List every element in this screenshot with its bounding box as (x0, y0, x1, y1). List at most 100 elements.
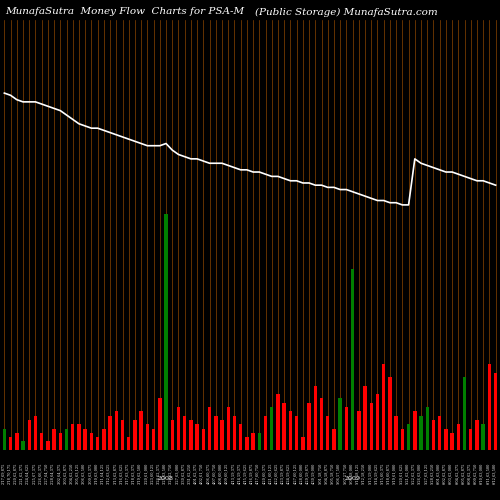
Bar (15, 433, 18, 450)
Bar (288, 412, 292, 450)
Bar (34, 416, 37, 450)
Bar (220, 420, 224, 450)
Bar (239, 424, 242, 450)
Text: 6/08,62,375: 6/08,62,375 (467, 463, 471, 484)
Text: 3/17,63,375: 3/17,63,375 (124, 463, 128, 484)
Bar (426, 407, 429, 450)
Text: 3/16,63,625: 3/16,63,625 (118, 463, 122, 484)
Bar (90, 433, 93, 450)
Text: 4/21,60,125: 4/21,60,125 (268, 463, 272, 484)
Text: 3/27,63,000: 3/27,63,000 (174, 463, 178, 484)
Bar (482, 424, 485, 450)
Bar (232, 416, 236, 450)
Text: 3/30,62,875: 3/30,62,875 (180, 463, 184, 484)
Bar (282, 402, 286, 450)
Text: 5/27,63,125: 5/27,63,125 (423, 463, 427, 484)
Bar (276, 394, 280, 450)
Text: 4/28,60,000: 4/28,60,000 (299, 463, 303, 484)
Text: 2/17,69,875: 2/17,69,875 (0, 463, 4, 484)
Text: 3/06,63,500: 3/06,63,500 (81, 463, 85, 484)
Bar (413, 412, 416, 450)
Text: 4/07,60,750: 4/07,60,750 (212, 463, 216, 484)
Bar (438, 416, 442, 450)
Bar (140, 412, 143, 450)
Text: 4/15,59,625: 4/15,59,625 (243, 463, 247, 484)
Text: 2/27,64,750: 2/27,64,750 (44, 463, 48, 484)
Text: 2008: 2008 (158, 476, 174, 481)
Bar (121, 420, 124, 450)
Text: 2009: 2009 (344, 476, 360, 481)
Text: 5/18,60,875: 5/18,60,875 (386, 463, 390, 484)
Bar (71, 424, 74, 450)
Bar (133, 420, 136, 450)
Bar (196, 424, 199, 450)
Bar (164, 214, 168, 450)
Text: 3/31,62,250: 3/31,62,250 (187, 463, 191, 484)
Bar (102, 428, 106, 450)
Bar (214, 416, 218, 450)
Bar (400, 428, 404, 450)
Text: MunafaSutra  Money Flow  Charts for PSA-M: MunafaSutra Money Flow Charts for PSA-M (5, 8, 244, 16)
Bar (152, 428, 156, 450)
Bar (65, 428, 68, 450)
Text: 5/01,58,750: 5/01,58,750 (318, 463, 322, 484)
Text: 5/22,62,375: 5/22,62,375 (411, 463, 415, 484)
Text: 3/05,63,125: 3/05,63,125 (75, 463, 79, 484)
Bar (245, 437, 248, 450)
Bar (108, 416, 112, 450)
Bar (450, 433, 454, 450)
Text: 2/26,66,375: 2/26,66,375 (38, 463, 42, 484)
Bar (295, 416, 298, 450)
Text: 3/18,63,375: 3/18,63,375 (131, 463, 135, 484)
Bar (170, 420, 174, 450)
Text: 4/22,60,625: 4/22,60,625 (274, 463, 278, 484)
Bar (264, 416, 268, 450)
Bar (308, 402, 311, 450)
Bar (252, 433, 255, 450)
Bar (432, 420, 435, 450)
Text: 5/06,57,500: 5/06,57,500 (336, 463, 340, 484)
Text: 4/17,60,750: 4/17,60,750 (256, 463, 260, 484)
Bar (338, 398, 342, 450)
Bar (183, 416, 186, 450)
Bar (364, 386, 367, 450)
Text: 4/14,59,375: 4/14,59,375 (236, 463, 240, 484)
Text: 5/12,58,250: 5/12,58,250 (361, 463, 365, 484)
Text: 3/23,60,125: 3/23,60,125 (150, 463, 154, 484)
Text: 4/09,60,125: 4/09,60,125 (224, 463, 228, 484)
Text: 4/06,60,375: 4/06,60,375 (206, 463, 210, 484)
Text: 5/11,58,125: 5/11,58,125 (355, 463, 359, 484)
Bar (28, 420, 31, 450)
Text: 6/01,63,000: 6/01,63,000 (436, 463, 440, 484)
Bar (22, 442, 25, 450)
Text: 4/13,59,375: 4/13,59,375 (230, 463, 234, 484)
Text: 3/20,61,000: 3/20,61,000 (144, 463, 148, 484)
Bar (351, 270, 354, 450)
Text: 4/30,59,000: 4/30,59,000 (312, 463, 316, 484)
Text: 4/20,60,375: 4/20,60,375 (262, 463, 266, 484)
Bar (40, 433, 43, 450)
Text: 5/05,58,750: 5/05,58,750 (330, 463, 334, 484)
Bar (476, 420, 478, 450)
Text: 5/15,60,375: 5/15,60,375 (380, 463, 384, 484)
Text: 6/11,63,500: 6/11,63,500 (486, 463, 490, 484)
Bar (394, 416, 398, 450)
Bar (127, 437, 130, 450)
Text: 5/13,59,000: 5/13,59,000 (368, 463, 372, 484)
Bar (420, 416, 422, 450)
Text: 3/03,62,875: 3/03,62,875 (62, 463, 66, 484)
Text: 4/08,60,000: 4/08,60,000 (218, 463, 222, 484)
Bar (320, 398, 323, 450)
Text: 6/12,63,500: 6/12,63,500 (492, 463, 496, 484)
Bar (58, 433, 62, 450)
Bar (344, 407, 348, 450)
Text: 4/29,59,875: 4/29,59,875 (305, 463, 309, 484)
Text: 2/18,70,175: 2/18,70,175 (6, 463, 10, 484)
Bar (158, 398, 162, 450)
Bar (84, 428, 87, 450)
Bar (270, 407, 274, 450)
Text: 3/09,63,375: 3/09,63,375 (88, 463, 92, 484)
Bar (456, 424, 460, 450)
Text: 5/21,62,000: 5/21,62,000 (404, 463, 408, 484)
Text: 5/19,61,000: 5/19,61,000 (392, 463, 396, 484)
